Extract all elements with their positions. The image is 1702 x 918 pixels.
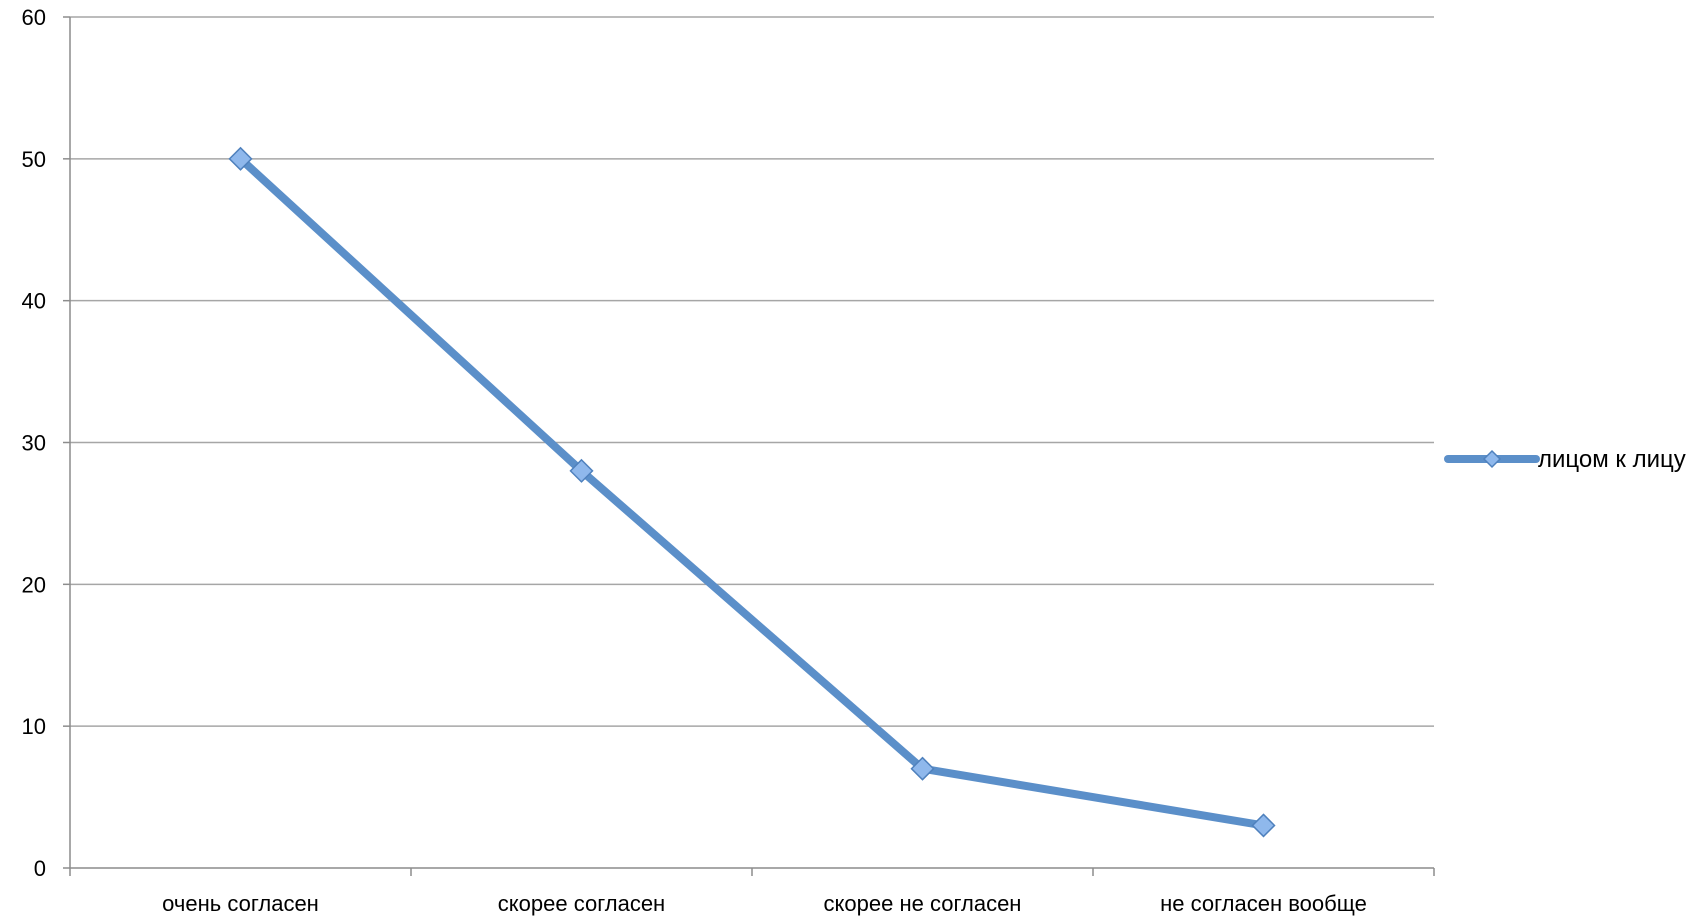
series [228,146,1276,838]
x-tick-label: не согласен вообще [1160,891,1367,916]
x-tick-label: скорее не согласен [824,891,1022,916]
y-tick-label: 50 [22,147,46,172]
y-tick-label: 0 [34,856,46,881]
y-tick-label: 20 [22,572,46,597]
axes: 0 10 20 30 40 50 60 очень согласен скорее соглас… [22,5,1435,916]
y-tick-label: 60 [22,5,46,30]
data-point [1251,813,1276,838]
data-point [228,146,253,171]
series-line [236,154,1268,830]
legend-label: лицом к лицу [1538,446,1686,473]
x-tick-label: скорее согласен [498,891,665,916]
y-tick-label: 30 [22,431,46,456]
x-tick-label: очень согласен [162,891,319,916]
gridlines [70,16,1434,727]
data-point [569,458,594,483]
y-tick-label: 40 [22,289,46,314]
data-point [910,756,935,781]
legend-marker [1482,449,1502,469]
legend: лицом к лицу [1444,446,1686,473]
y-tick-label: 10 [22,714,46,739]
